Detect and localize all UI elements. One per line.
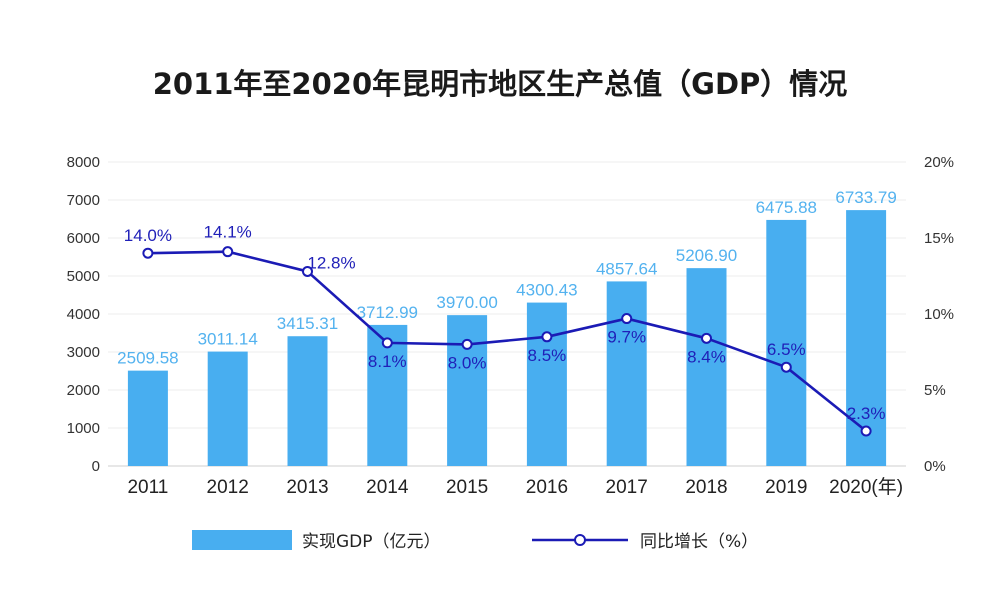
chart-title: 2011年至2020年昆明市地区生产总值（GDP）情况 bbox=[153, 67, 848, 101]
left-y-axis: 0 1000 2000 3000 4000 5000 6000 7000 8000 bbox=[67, 154, 100, 475]
growth-point bbox=[461, 338, 473, 350]
x-tick: 2013 bbox=[286, 477, 328, 498]
x-tick: 2017 bbox=[606, 477, 648, 498]
growth-label: 8.4% bbox=[687, 347, 726, 366]
growth-label: 8.1% bbox=[368, 352, 407, 371]
growth-line-group bbox=[142, 246, 872, 437]
right-y-tick: 0% bbox=[924, 458, 946, 475]
gdp-bar bbox=[367, 324, 408, 466]
gdp-bar-label: 5206.90 bbox=[676, 246, 737, 265]
gdp-bar bbox=[127, 370, 168, 466]
left-y-tick: 3000 bbox=[67, 344, 100, 361]
gdp-bar bbox=[606, 281, 647, 466]
gdp-bar bbox=[846, 210, 887, 466]
growth-point bbox=[302, 265, 313, 277]
growth-label: 8.5% bbox=[528, 346, 567, 365]
left-y-tick: 5000 bbox=[67, 268, 100, 285]
gdp-bar bbox=[766, 219, 807, 466]
gdp-bars bbox=[127, 210, 887, 466]
gdp-bar-label: 2509.58 bbox=[117, 349, 178, 368]
right-y-tick: 20% bbox=[924, 154, 954, 171]
growth-point bbox=[541, 331, 553, 343]
legend-line-label: 同比增长（%） bbox=[640, 532, 758, 552]
gdp-bar-label: 4300.43 bbox=[516, 281, 577, 300]
x-tick: 2016 bbox=[526, 477, 568, 498]
growth-point bbox=[701, 332, 712, 344]
x-tick: 2018 bbox=[685, 477, 727, 498]
gdp-bar-label: 3970.00 bbox=[436, 293, 497, 312]
gdp-bar-label: 3011.14 bbox=[198, 330, 258, 349]
growth-line bbox=[147, 250, 867, 433]
left-y-tick: 1000 bbox=[67, 420, 100, 437]
gdp-bar bbox=[686, 268, 727, 466]
growth-label: 12.8% bbox=[307, 253, 355, 272]
x-tick: 2020(年) bbox=[829, 476, 903, 498]
x-tick: 2014 bbox=[366, 477, 409, 498]
left-y-tick: 7000 bbox=[67, 192, 100, 209]
left-y-tick: 0 bbox=[92, 458, 100, 475]
gdp-bar-label: 6475.88 bbox=[756, 198, 817, 217]
x-tick: 2011 bbox=[127, 477, 168, 498]
x-tick: 2012 bbox=[207, 477, 249, 498]
right-y-axis: 0% 5% 10% 15% 20% bbox=[924, 154, 954, 475]
left-y-tick: 2000 bbox=[67, 382, 100, 399]
growth-label: 8.0% bbox=[448, 353, 487, 372]
legend: 实现GDP（亿元） 同比增长（%） bbox=[192, 530, 758, 552]
gdp-bar-labels: 2509.58 3011.14 3415.31 3712.99 3970.00 4300.… bbox=[117, 188, 897, 368]
gdp-bar-label: 3415.31 bbox=[277, 314, 338, 333]
right-y-tick: 10% bbox=[924, 306, 954, 323]
growth-point bbox=[860, 425, 872, 437]
gdp-bar bbox=[526, 302, 567, 466]
gdp-bar-label: 4857.64 bbox=[596, 259, 657, 278]
growth-point bbox=[381, 337, 393, 349]
legend-bar-swatch bbox=[192, 530, 292, 550]
x-tick: 2015 bbox=[446, 477, 488, 498]
growth-point bbox=[621, 313, 633, 325]
growth-label: 9.7% bbox=[607, 328, 646, 347]
gdp-bar bbox=[447, 315, 488, 466]
x-tick: 2019 bbox=[765, 477, 807, 498]
growth-label: 14.0% bbox=[124, 226, 172, 245]
left-y-tick: 4000 bbox=[67, 306, 100, 323]
left-y-tick: 6000 bbox=[67, 230, 100, 247]
growth-point bbox=[142, 247, 154, 259]
growth-point bbox=[780, 361, 792, 373]
growth-labels: 14.0% 14.1% 12.8% 8.1% 8.0% 8.5% 9.7% 8.4% 6.5% 2… bbox=[124, 223, 886, 423]
legend-line-marker bbox=[574, 534, 586, 546]
left-y-tick: 8000 bbox=[67, 154, 100, 171]
x-axis: 2011 2012 2013 2014 2015 2016 2017 2018 2019 2020… bbox=[127, 476, 903, 498]
right-y-tick: 5% bbox=[924, 382, 946, 399]
right-y-tick: 15% bbox=[924, 230, 954, 247]
growth-label: 14.1% bbox=[204, 223, 252, 242]
growth-label: 2.3% bbox=[847, 404, 886, 423]
gdp-bar bbox=[287, 336, 328, 466]
growth-point bbox=[222, 246, 234, 258]
gdp-bar-label: 6733.79 bbox=[835, 188, 896, 207]
legend-bar-label: 实现GDP（亿元） bbox=[302, 532, 441, 552]
gdp-bar-label: 3712.99 bbox=[357, 303, 418, 322]
gdp-bar bbox=[207, 351, 248, 466]
growth-label: 6.5% bbox=[767, 340, 806, 359]
